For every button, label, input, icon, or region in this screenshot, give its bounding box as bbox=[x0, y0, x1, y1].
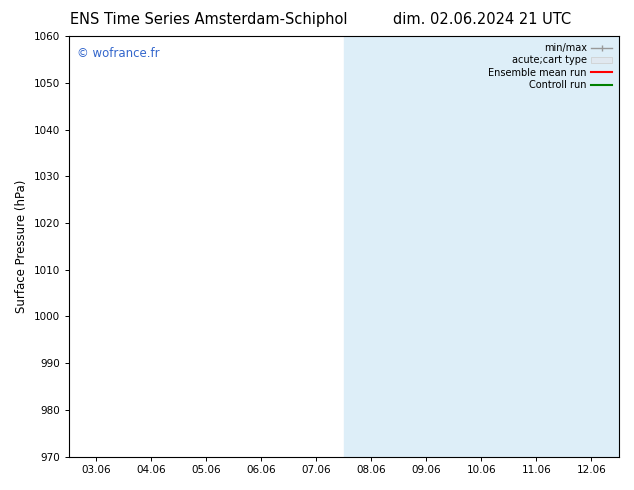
Text: dim. 02.06.2024 21 UTC: dim. 02.06.2024 21 UTC bbox=[393, 12, 571, 27]
Bar bbox=[344, 36, 509, 457]
Legend: min/max, acute;cart type, Ensemble mean run, Controll run: min/max, acute;cart type, Ensemble mean … bbox=[484, 39, 616, 94]
Text: © wofrance.fr: © wofrance.fr bbox=[77, 47, 160, 60]
Bar bbox=[509, 36, 619, 457]
Y-axis label: Surface Pressure (hPa): Surface Pressure (hPa) bbox=[15, 180, 28, 313]
Text: ENS Time Series Amsterdam-Schiphol: ENS Time Series Amsterdam-Schiphol bbox=[70, 12, 348, 27]
